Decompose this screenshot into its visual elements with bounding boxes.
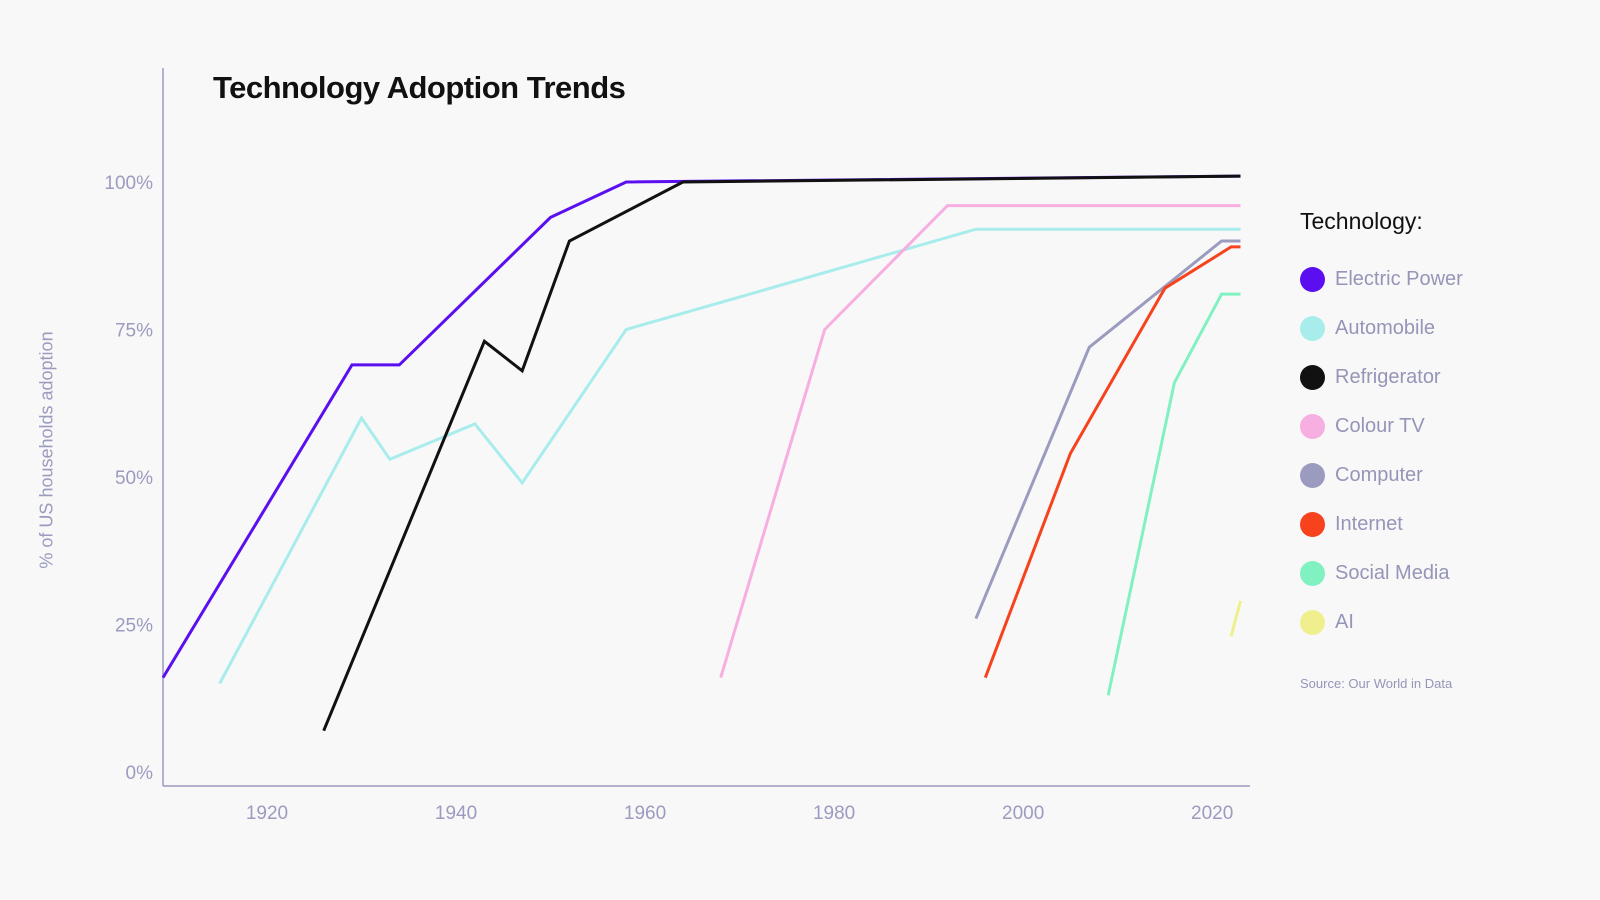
legend-swatch [1300, 610, 1325, 635]
legend-swatch [1300, 512, 1325, 537]
legend-label: Electric Power [1335, 268, 1463, 290]
legend-label: Refrigerator [1335, 366, 1441, 388]
legend-item-ai: AI [1300, 598, 1463, 647]
series-line-social-media [1106, 292, 1241, 696]
legend-item-computer: Computer [1300, 451, 1463, 500]
chart-title: Technology Adoption Trends [213, 70, 626, 105]
legend-label: Computer [1335, 464, 1423, 486]
series-line-electric-power [161, 174, 1241, 679]
series-line-refrigerator [322, 174, 1241, 732]
series-line-computer [974, 239, 1241, 620]
legend-item-internet: Internet [1300, 500, 1463, 549]
legend-item-automobile: Automobile [1300, 304, 1463, 353]
legend-label: AI [1335, 611, 1354, 633]
legend-swatch [1300, 414, 1325, 439]
legend-items: Electric Power Automobile Refrigerator Colo… [1300, 255, 1463, 647]
series-line-ai [1229, 600, 1242, 637]
legend-label: Internet [1335, 513, 1403, 535]
x-tick-label: 2000 [1002, 803, 1044, 824]
legend-item-colour-tv: Colour TV [1300, 402, 1463, 451]
legend: Technology: Electric Power Automobile Refr… [1300, 208, 1463, 647]
y-tick-label: 75% [115, 321, 153, 342]
y-tick-label: 50% [115, 468, 153, 489]
x-tick-label: 1920 [246, 803, 288, 824]
y-axis-label: % of US households adoption [36, 331, 57, 569]
y-tick-label: 0% [126, 763, 154, 784]
legend-item-social-media: Social Media [1300, 549, 1463, 598]
x-tick-label: 1940 [435, 803, 477, 824]
legend-title: Technology: [1300, 208, 1423, 234]
legend-item-refrigerator: Refrigerator [1300, 353, 1463, 402]
series-line-automobile [218, 227, 1241, 685]
series-line-internet [983, 245, 1241, 679]
series-line-colour-tv [719, 204, 1241, 679]
legend-swatch [1300, 316, 1325, 341]
x-tick-label: 2020 [1191, 803, 1233, 824]
legend-label: Automobile [1335, 317, 1436, 339]
x-tick-label: 1960 [624, 803, 666, 824]
legend-swatch [1300, 463, 1325, 488]
legend-label: Colour TV [1335, 415, 1425, 437]
y-tick-label: 25% [115, 616, 153, 637]
y-tick-label: 100% [104, 173, 153, 194]
legend-swatch [1300, 365, 1325, 390]
legend-swatch [1300, 267, 1325, 292]
legend-swatch [1300, 561, 1325, 586]
legend-item-electric-power: Electric Power [1300, 255, 1463, 304]
source-note: Source: Our World in Data [1300, 676, 1453, 691]
x-tick-label: 1980 [813, 803, 855, 824]
legend-label: Social Media [1335, 562, 1450, 584]
